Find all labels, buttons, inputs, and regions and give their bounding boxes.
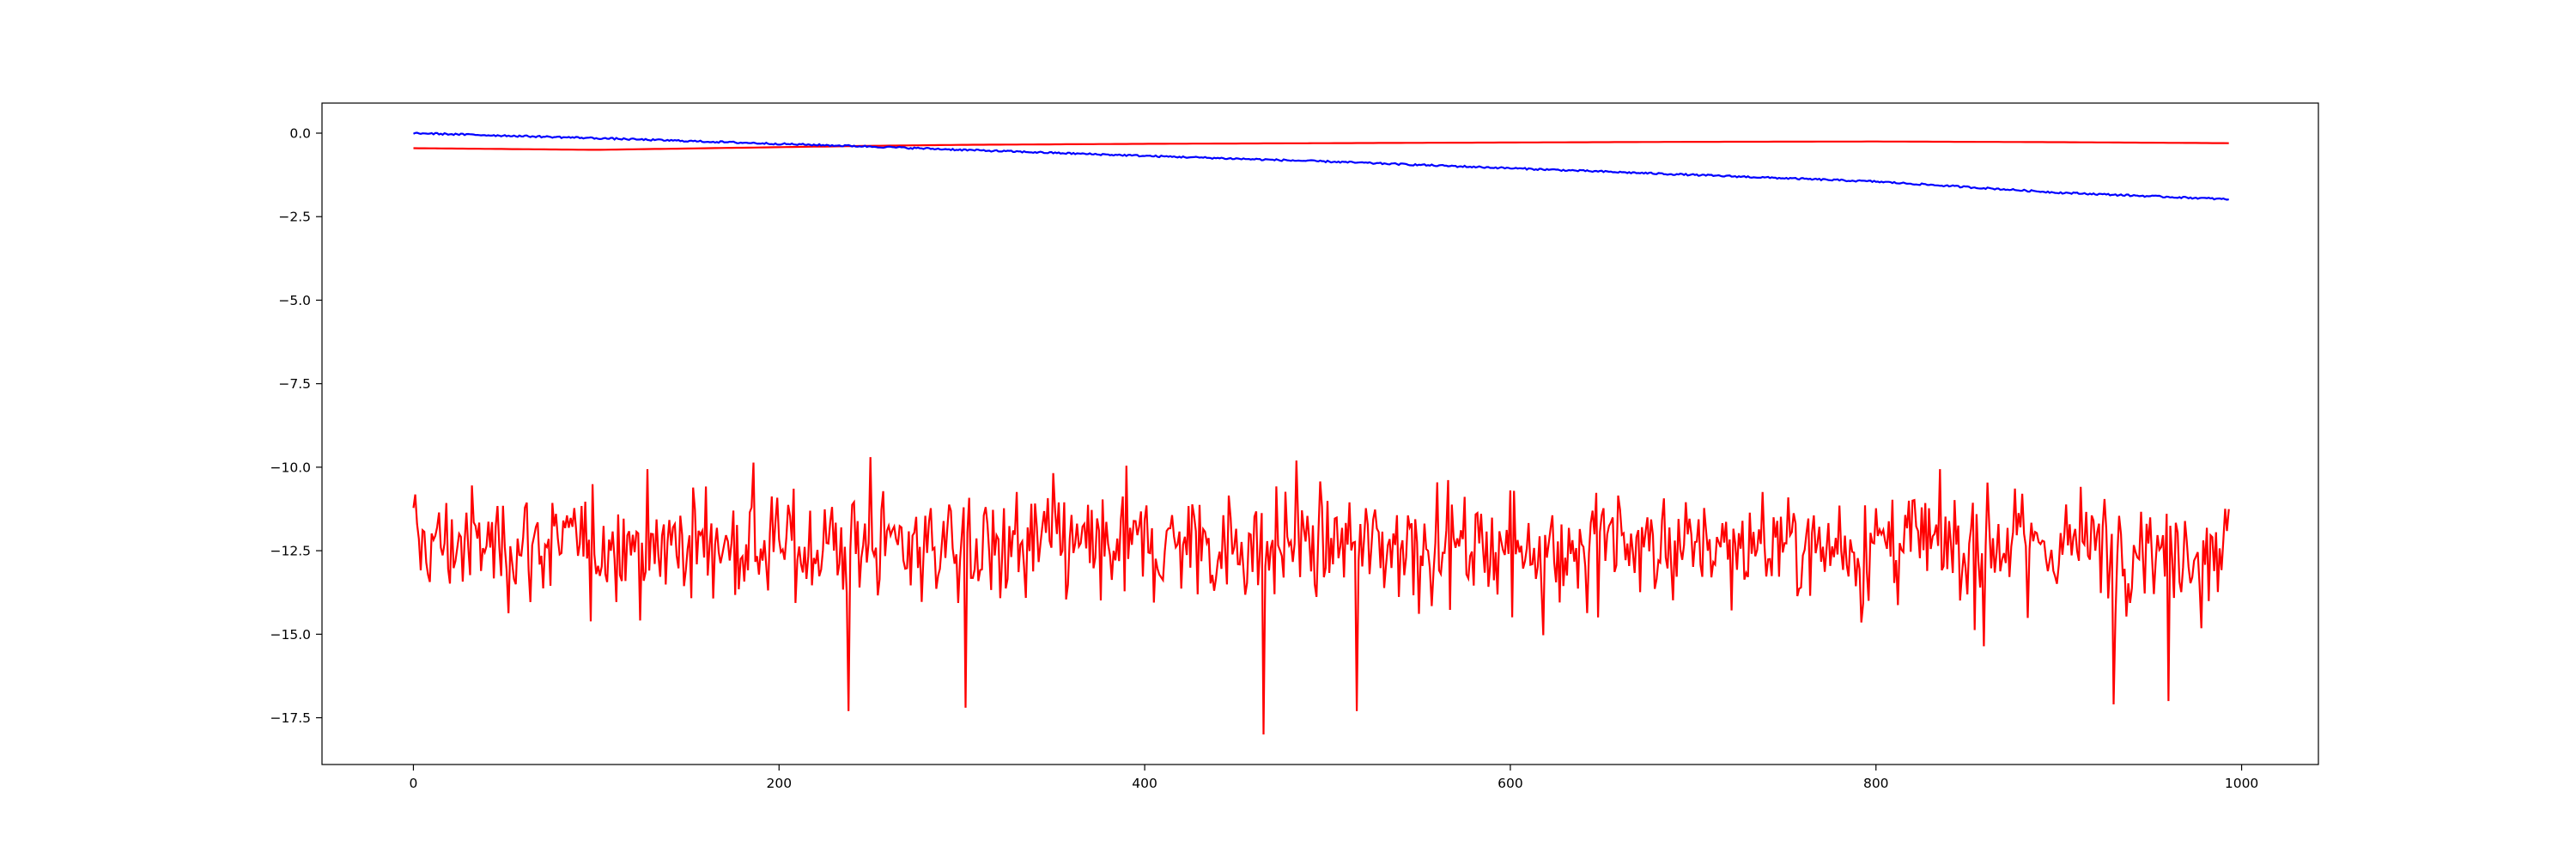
x-tick-label: 800 xyxy=(1863,776,1889,791)
y-tick-label: −2.5 xyxy=(278,210,311,225)
plot-area-frame xyxy=(321,102,2319,765)
series-3-noisy-line xyxy=(412,457,2230,735)
x-tick-label: 0 xyxy=(410,776,418,791)
x-axis: 0 200 400 600 800 1000 xyxy=(410,765,2258,791)
series-1-declining-line xyxy=(413,131,2229,201)
x-tick-label: 600 xyxy=(1498,776,1523,791)
x-tick-label: 1000 xyxy=(2225,776,2258,791)
y-tick-label: −15.0 xyxy=(270,627,312,643)
x-tick-label: 400 xyxy=(1132,776,1157,791)
x-tick-label: 200 xyxy=(766,776,792,791)
y-tick-label: −7.5 xyxy=(278,376,311,392)
series-layer xyxy=(412,131,2230,735)
y-tick-label: 0.0 xyxy=(289,126,311,142)
y-tick-label: −5.0 xyxy=(278,293,311,308)
series-2-smooth-line xyxy=(413,140,2229,151)
y-tick-label: −10.0 xyxy=(270,460,312,475)
y-tick-label: −17.5 xyxy=(270,710,312,726)
y-tick-label: −12.5 xyxy=(270,544,312,559)
y-axis: 0.0 −2.5 −5.0 −7.5 −10.0 −12.5 −15.0 −17.5 xyxy=(270,126,322,726)
